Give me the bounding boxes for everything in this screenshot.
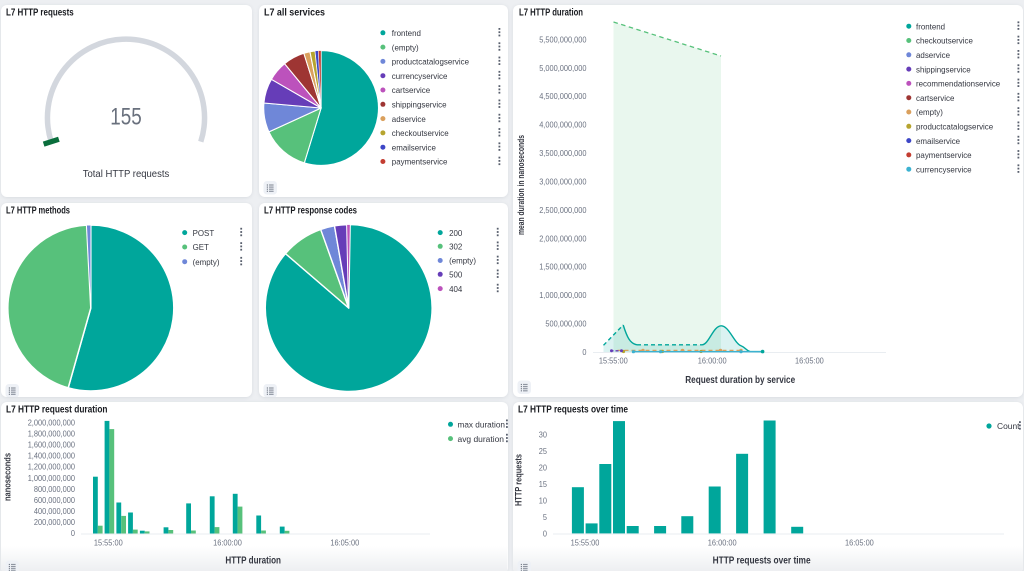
svg-text:nanoseconds: nanoseconds (3, 453, 13, 501)
svg-text:0: 0 (582, 348, 586, 357)
svg-text:404: 404 (449, 283, 462, 293)
svg-text:16:00:00: 16:00:00 (213, 539, 242, 548)
svg-text:max duration: max duration (458, 420, 506, 430)
svg-text:productcatalogservice: productcatalogservice (391, 57, 468, 67)
svg-text:15:55:00: 15:55:00 (571, 539, 600, 548)
svg-text:HTTP duration: HTTP duration (225, 556, 281, 567)
svg-text:Total HTTP requests: Total HTTP requests (83, 169, 170, 180)
svg-text:1,200,000,000: 1,200,000,000 (28, 463, 76, 472)
svg-text:L7 HTTP requests: L7 HTTP requests (6, 8, 74, 19)
svg-text:currencyservice: currencyservice (916, 164, 972, 174)
svg-text:2,000,000,000: 2,000,000,000 (539, 234, 587, 243)
svg-text:productcatalogservice: productcatalogservice (916, 122, 993, 132)
svg-text:(empty): (empty) (193, 256, 220, 266)
svg-text:16:05:00: 16:05:00 (795, 357, 824, 366)
svg-text:200,000,000: 200,000,000 (34, 518, 76, 527)
svg-text:15:55:00: 15:55:00 (94, 539, 123, 548)
svg-text:frontend: frontend (916, 21, 945, 31)
svg-text:L7 HTTP response codes: L7 HTTP response codes (264, 205, 357, 216)
svg-text:16:00:00: 16:00:00 (708, 539, 737, 548)
svg-text:25: 25 (539, 447, 548, 456)
svg-text:200: 200 (449, 227, 462, 237)
svg-text:1,000,000,000: 1,000,000,000 (28, 474, 76, 483)
svg-text:5,500,000,000: 5,500,000,000 (539, 35, 587, 44)
svg-text:1,500,000,000: 1,500,000,000 (539, 263, 587, 272)
svg-text:16:05:00: 16:05:00 (845, 539, 874, 548)
svg-text:currencyservice: currencyservice (391, 71, 447, 81)
svg-text:L7 HTTP requests over time: L7 HTTP requests over time (518, 405, 628, 416)
svg-text:2,000,000,000: 2,000,000,000 (28, 419, 76, 428)
svg-text:mean duration in nanoseconds: mean duration in nanoseconds (516, 135, 526, 235)
svg-text:400,000,000: 400,000,000 (34, 507, 76, 516)
svg-text:(empty): (empty) (391, 42, 418, 52)
svg-text:L7 HTTP methods: L7 HTTP methods (6, 205, 70, 216)
svg-text:20: 20 (539, 463, 548, 472)
svg-text:4,500,000,000: 4,500,000,000 (539, 92, 587, 101)
svg-text:emailservice: emailservice (916, 136, 960, 146)
svg-text:1,400,000,000: 1,400,000,000 (28, 452, 76, 461)
svg-text:16:00:00: 16:00:00 (698, 357, 727, 366)
svg-text:GET: GET (193, 242, 210, 252)
svg-text:302: 302 (449, 241, 462, 251)
svg-text:800,000,000: 800,000,000 (34, 485, 76, 494)
svg-text:recommendationservice: recommendationservice (916, 79, 1000, 89)
svg-text:500: 500 (449, 269, 462, 279)
svg-text:155: 155 (110, 104, 142, 131)
svg-text:3,000,000,000: 3,000,000,000 (539, 178, 587, 187)
svg-text:adservice: adservice (916, 50, 950, 60)
svg-text:checkoutservice: checkoutservice (916, 36, 973, 46)
svg-text:0: 0 (543, 529, 547, 538)
svg-text:1,600,000,000: 1,600,000,000 (28, 441, 76, 450)
svg-text:5: 5 (543, 513, 547, 522)
svg-text:4,000,000,000: 4,000,000,000 (539, 121, 587, 130)
svg-text:5,000,000,000: 5,000,000,000 (539, 64, 587, 73)
svg-text:15:55:00: 15:55:00 (599, 357, 628, 366)
svg-text:16:05:00: 16:05:00 (330, 539, 359, 548)
svg-text:frontend: frontend (391, 28, 420, 38)
svg-text:3,500,000,000: 3,500,000,000 (539, 149, 587, 158)
svg-text:adservice: adservice (391, 114, 425, 124)
svg-text:cartservice: cartservice (916, 93, 955, 103)
svg-text:HTTP requests over time: HTTP requests over time (713, 556, 811, 567)
svg-text:L7 HTTP request duration: L7 HTTP request duration (6, 405, 108, 416)
svg-text:(empty): (empty) (449, 255, 476, 265)
svg-text:(empty): (empty) (916, 107, 943, 117)
svg-text:Request duration by service: Request duration by service (685, 375, 795, 386)
svg-text:cartservice: cartservice (391, 85, 430, 95)
svg-text:paymentservice: paymentservice (391, 157, 447, 167)
svg-text:0: 0 (71, 529, 75, 538)
svg-text:Count: Count (997, 421, 1020, 431)
svg-text:30: 30 (539, 430, 548, 439)
svg-text:paymentservice: paymentservice (916, 150, 972, 160)
svg-text:shippingservice: shippingservice (916, 64, 971, 74)
svg-text:500,000,000: 500,000,000 (545, 320, 587, 329)
svg-text:avg duration: avg duration (458, 434, 505, 444)
svg-text:2,500,000,000: 2,500,000,000 (539, 206, 587, 215)
svg-text:15: 15 (539, 480, 548, 489)
svg-text:1,000,000,000: 1,000,000,000 (539, 291, 587, 300)
svg-text:600,000,000: 600,000,000 (34, 496, 76, 505)
svg-text:checkoutservice: checkoutservice (391, 128, 448, 138)
svg-text:shippingservice: shippingservice (391, 100, 446, 110)
svg-text:10: 10 (539, 496, 548, 505)
svg-text:emailservice: emailservice (391, 142, 435, 152)
svg-text:1,800,000,000: 1,800,000,000 (28, 430, 76, 439)
svg-text:L7 HTTP duration: L7 HTTP duration (519, 8, 583, 19)
svg-text:POST: POST (193, 227, 215, 237)
svg-text:HTTP requests: HTTP requests (514, 454, 524, 506)
svg-text:L7 all services: L7 all services (264, 8, 325, 19)
